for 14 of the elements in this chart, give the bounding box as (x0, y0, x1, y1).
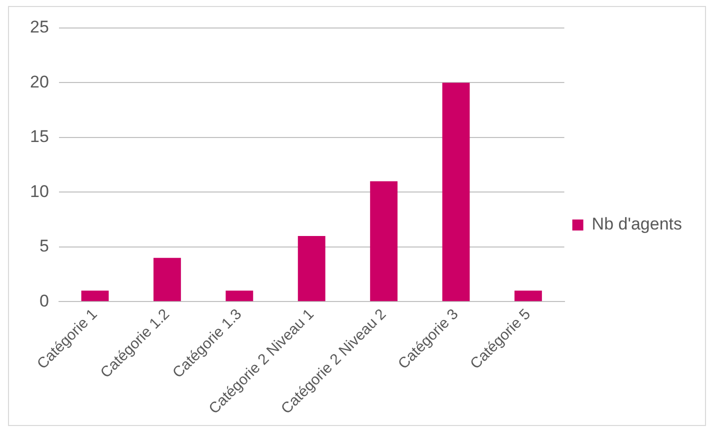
bar (442, 82, 470, 302)
bar (514, 290, 542, 302)
y-tick-label: 25 (30, 18, 49, 37)
legend-label: Nb d'agents (592, 214, 682, 234)
y-tick-label: 20 (30, 72, 49, 92)
bar (298, 236, 326, 302)
y-tick-label: 15 (30, 127, 49, 146)
bar (153, 258, 181, 302)
y-tick-label: 0 (39, 291, 49, 310)
y-tick-label: 10 (30, 182, 49, 201)
bar (81, 290, 109, 302)
bar (370, 181, 398, 302)
y-tick-label: 5 (39, 236, 49, 256)
bar (226, 290, 254, 302)
